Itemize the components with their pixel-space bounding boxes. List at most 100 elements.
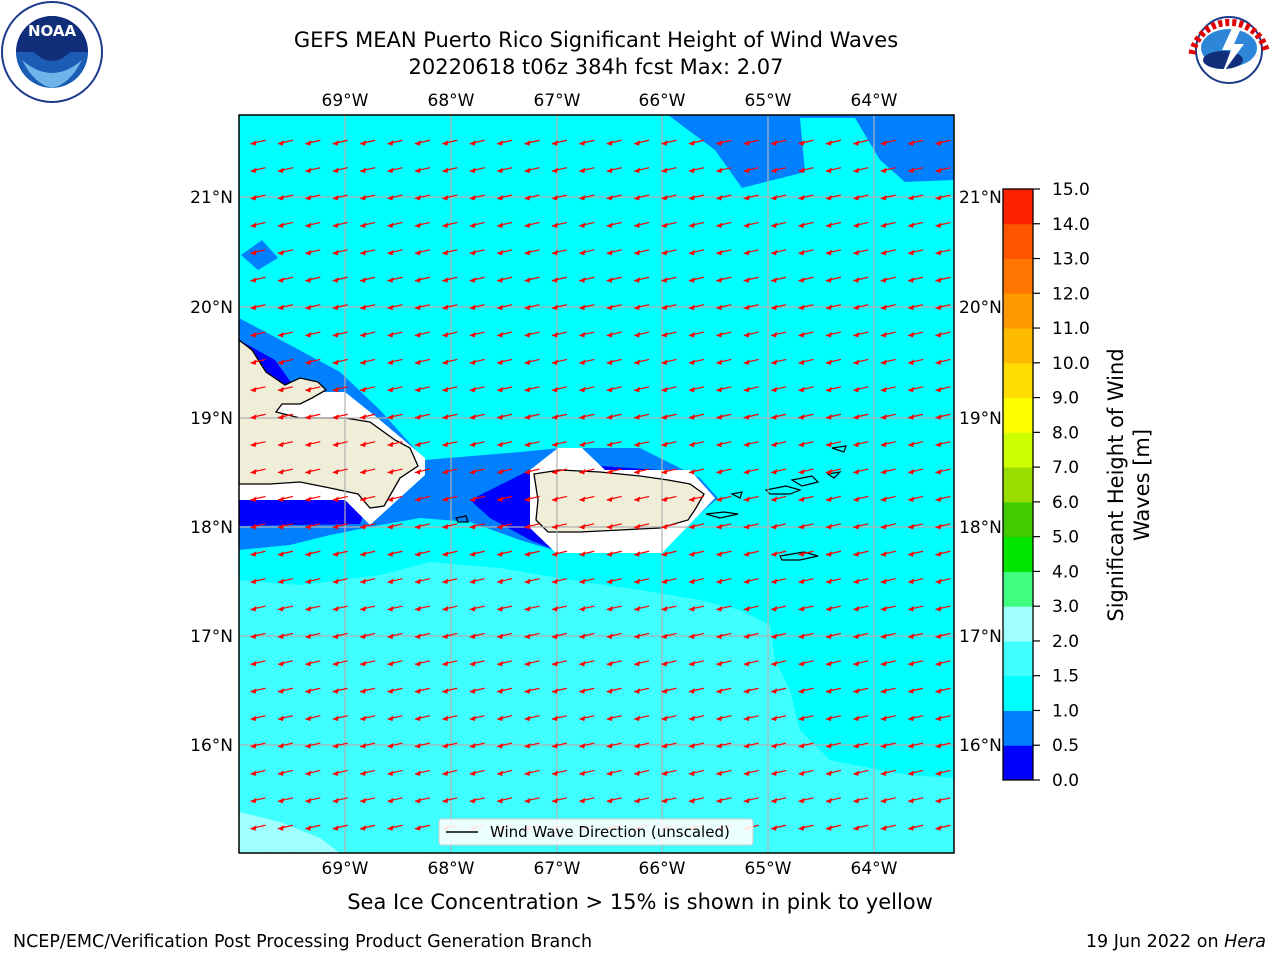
wave-arrow (496, 797, 513, 804)
wave-arrow (579, 139, 595, 146)
map-field (239, 115, 954, 853)
wave-arrow (935, 167, 951, 174)
wave-arrow (770, 249, 787, 256)
wave-arrow (469, 139, 485, 146)
wave-arrow (770, 358, 787, 365)
wave-arrow (716, 194, 732, 201)
wave-arrow (277, 769, 294, 776)
wave-arrow (551, 523, 568, 530)
wave-arrow (880, 441, 896, 448)
wave-arrow (250, 331, 266, 338)
colorbar-swatch (1003, 467, 1033, 503)
wave-arrow (524, 742, 540, 749)
wave-arrow (579, 578, 595, 585)
wave-arrow (716, 687, 732, 694)
wave-arrow (825, 715, 842, 722)
wave-arrow (387, 578, 403, 585)
wave-arrow (825, 358, 842, 365)
wave-band-0.5-1-ne (668, 115, 954, 188)
wave-arrow (332, 769, 348, 776)
colorbar-swatch (1003, 362, 1033, 399)
wave-arrow (496, 386, 513, 393)
wave-arrow (414, 468, 431, 475)
wave-arrow (414, 687, 431, 694)
wave-arrow (496, 249, 513, 256)
wave-arrow (250, 276, 266, 283)
wave-arrow (661, 660, 677, 667)
wave-arrow (907, 495, 924, 502)
wave-arrow (825, 413, 842, 420)
wave-arrow (633, 441, 650, 448)
wave-arrow (770, 824, 787, 831)
wave-arrow (442, 249, 458, 256)
wave-arrow (688, 441, 705, 448)
wave-arrow (661, 687, 677, 694)
wave-arrow (825, 605, 842, 612)
wave-arrow (250, 578, 266, 585)
wave-arrow (716, 386, 732, 393)
wave-arrow (551, 797, 568, 804)
wave-arrow (387, 276, 403, 283)
wave-arrow (496, 742, 513, 749)
wave-arrow (305, 468, 321, 475)
wave-arrow (579, 550, 595, 557)
wave-arrow (332, 386, 348, 393)
wave-arrow (716, 632, 732, 639)
colorbar-swatch (1003, 432, 1033, 468)
wave-arrow (250, 167, 266, 174)
wave-arrow (743, 742, 759, 749)
wave-arrow (277, 441, 294, 448)
wave-arrow (524, 358, 540, 365)
wave-arrow (743, 715, 759, 722)
wave-arrow (442, 194, 458, 201)
wave-arrow (743, 221, 759, 228)
island-st-croix (779, 551, 819, 561)
wave-arrow (414, 742, 431, 749)
wave-arrow (770, 715, 787, 722)
wave-arrow (387, 824, 403, 831)
wave-arrow (250, 441, 266, 448)
wave-arrow (524, 578, 540, 585)
wave-arrow (661, 249, 677, 256)
wave-arrow (442, 221, 458, 228)
wave-arrow (798, 194, 814, 201)
wave-arrow (551, 276, 568, 283)
wave-arrow (880, 276, 896, 283)
wave-arrow (524, 797, 540, 804)
wave-arrow (414, 441, 431, 448)
wave-arrow (661, 605, 677, 612)
wave-arrow (770, 550, 787, 557)
wave-arrow (606, 468, 622, 475)
wave-arrow (935, 687, 951, 694)
wave-arrow (606, 687, 622, 694)
wave-arrow (688, 687, 705, 694)
wave-arrow (661, 495, 677, 502)
wave-arrow (606, 495, 622, 502)
wave-arrow (332, 824, 348, 831)
wave-arrow (469, 550, 485, 557)
wave-arrow (907, 413, 924, 420)
wave-arrow (661, 221, 677, 228)
wave-arrow (469, 605, 485, 612)
wave-arrow (853, 632, 869, 639)
wave-arrow (551, 221, 568, 228)
wave-arrow (442, 797, 458, 804)
run-date-text: 19 Jun 2022 on (1085, 932, 1219, 952)
wave-arrow (743, 550, 759, 557)
wave-arrow (688, 358, 705, 365)
colorbar-tick-label: 8.0 (1052, 423, 1079, 443)
colorbar-tick-label: 7.0 (1052, 458, 1079, 478)
wave-arrow (332, 742, 348, 749)
wave-arrow (633, 194, 650, 201)
wave-arrow (935, 578, 951, 585)
wave-arrow (469, 194, 485, 201)
wave-arrow (661, 742, 677, 749)
wave-arrow (250, 495, 266, 502)
colorbar-title-line1: Significant Height of Wind (1104, 348, 1128, 621)
wave-arrow (250, 715, 266, 722)
wave-arrow (250, 386, 266, 393)
colorbar-title: Significant Height of Wind Waves [m] (1104, 348, 1154, 621)
wave-arrow (880, 687, 896, 694)
sea-ice-note: Sea Ice Concentration > 15% is shown in … (347, 890, 933, 914)
wave-arrow (688, 276, 705, 283)
